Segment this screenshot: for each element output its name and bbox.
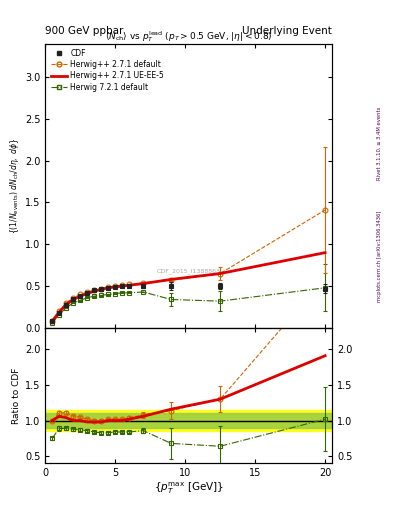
Text: Rivet 3.1.10, ≥ 3.4M events: Rivet 3.1.10, ≥ 3.4M events: [377, 106, 382, 180]
Legend: CDF, Herwig++ 2.7.1 default, Herwig++ 2.7.1 UE-EE-5, Herwig 7.2.1 default: CDF, Herwig++ 2.7.1 default, Herwig++ 2.…: [49, 47, 166, 93]
Text: CDF_2015_I1388863: CDF_2015_I1388863: [157, 268, 220, 274]
Title: $\langle N_\mathsf{ch}\rangle$ vs $p_T^\mathsf{lead}$ ($p_T > 0.5$ GeV, $|\eta| : $\langle N_\mathsf{ch}\rangle$ vs $p_T^\…: [105, 29, 272, 44]
Text: Underlying Event: Underlying Event: [242, 26, 332, 36]
Text: mcplots.cern.ch [arXiv:1306.3436]: mcplots.cern.ch [arXiv:1306.3436]: [377, 210, 382, 302]
Y-axis label: Ratio to CDF: Ratio to CDF: [12, 368, 21, 424]
Text: 900 GeV ppbar: 900 GeV ppbar: [45, 26, 123, 36]
X-axis label: $\{p_T^\mathsf{max}\ [\mathsf{GeV}]\}$: $\{p_T^\mathsf{max}\ [\mathsf{GeV}]\}$: [154, 481, 224, 497]
Y-axis label: $\{(1/N_\mathsf{events})\ dN_\mathsf{ch}/d\eta,\ d\phi\}$: $\{(1/N_\mathsf{events})\ dN_\mathsf{ch}…: [8, 138, 21, 234]
